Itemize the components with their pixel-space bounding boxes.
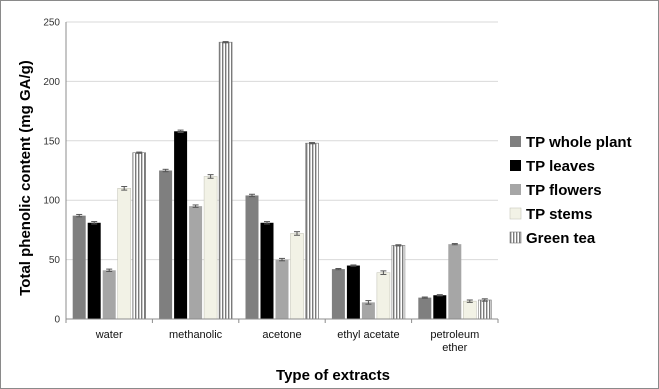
bar bbox=[346, 265, 360, 319]
bar bbox=[72, 215, 86, 319]
bars bbox=[72, 41, 492, 320]
legend-swatch bbox=[510, 160, 521, 171]
bar bbox=[477, 299, 492, 320]
legend-label: Green tea bbox=[526, 230, 596, 247]
y-tick-label: 50 bbox=[49, 255, 61, 266]
bar bbox=[102, 270, 116, 319]
y-tick-label: 200 bbox=[43, 77, 60, 88]
bar bbox=[132, 152, 146, 320]
x-category-label: petroleum bbox=[430, 329, 479, 341]
y-tick-label: 0 bbox=[54, 315, 60, 326]
bar bbox=[218, 41, 233, 320]
bar bbox=[418, 297, 432, 319]
bar bbox=[361, 302, 375, 319]
x-category-label: ethyl acetate bbox=[337, 329, 399, 341]
bar bbox=[117, 188, 131, 320]
bar bbox=[189, 206, 203, 319]
legend-swatch bbox=[509, 231, 522, 244]
bar bbox=[159, 170, 173, 319]
x-category-label: ether bbox=[442, 342, 467, 354]
bar bbox=[433, 295, 447, 319]
bar bbox=[174, 131, 188, 319]
axes: 0 50 100 150 200 250 water methanolic acetone eth… bbox=[43, 18, 499, 354]
legend-swatch bbox=[510, 136, 521, 147]
bar bbox=[331, 269, 345, 319]
bar bbox=[203, 176, 218, 320]
bar bbox=[391, 245, 406, 320]
legend: TP whole plant TP leaves TP flowers TP stem… bbox=[509, 134, 632, 247]
y-axis-title: Total phenolic content (mg GA/g) bbox=[17, 60, 34, 296]
x-category-label: methanolic bbox=[169, 329, 223, 341]
bar bbox=[462, 300, 477, 320]
bar bbox=[260, 222, 274, 319]
bar bbox=[290, 233, 304, 320]
bar bbox=[87, 222, 101, 319]
bar bbox=[376, 272, 391, 320]
bar bbox=[275, 259, 289, 319]
legend-swatch bbox=[509, 207, 522, 220]
y-tick-label: 150 bbox=[43, 136, 60, 147]
bar bbox=[305, 142, 319, 320]
legend-label: TP stems bbox=[526, 206, 592, 223]
legend-swatch bbox=[510, 184, 521, 195]
legend-label: TP flowers bbox=[526, 182, 602, 199]
x-axis-title: Type of extracts bbox=[276, 367, 390, 384]
y-tick-label: 250 bbox=[43, 18, 60, 29]
bar bbox=[448, 244, 462, 319]
x-category-label: acetone bbox=[262, 329, 301, 341]
legend-label: TP leaves bbox=[526, 158, 595, 175]
bar bbox=[245, 195, 259, 319]
x-category-label: water bbox=[95, 329, 123, 341]
legend-label: TP whole plant bbox=[526, 134, 632, 151]
y-tick-label: 100 bbox=[43, 196, 60, 207]
